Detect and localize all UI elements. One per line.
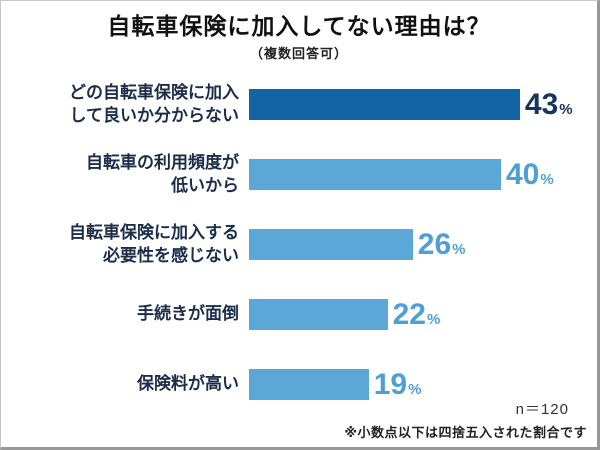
category-label: 自転車保険に加入する 必要性を感じない <box>69 222 239 265</box>
chart-row: どの自転車保険に加入 して良いか分からない 43% <box>7 70 597 140</box>
bar <box>249 159 501 191</box>
value-unit: % <box>540 170 554 188</box>
bar-area: 40% <box>249 157 597 191</box>
value-number: 26 <box>417 227 452 261</box>
chart-footer: n＝120 ※小数点以下は四捨五入された割合です <box>344 398 587 441</box>
value-unit: % <box>559 100 573 118</box>
chart-row: 手続きが面倒 22% <box>7 280 597 350</box>
value-number: 22 <box>392 297 426 331</box>
bar <box>249 369 369 401</box>
bar-area: 19% <box>249 367 597 401</box>
value-label: 22% <box>392 297 441 331</box>
value-label: 19% <box>373 367 422 401</box>
bar <box>249 299 388 331</box>
value-number: 19 <box>373 367 408 401</box>
chart-title: 自転車保険に加入してない理由は？ <box>107 13 491 39</box>
value-label: 26% <box>417 227 466 261</box>
value-label: 40% <box>506 157 554 191</box>
category-label: どの自転車保険に加入 して良いか分からない <box>69 82 239 125</box>
value-unit: % <box>408 380 422 398</box>
chart-row: 自転車保険に加入する 必要性を感じない 26% <box>7 210 597 280</box>
value-number: 43 <box>524 87 559 121</box>
chart-row: 自転車の利用頻度が 低いから 40% <box>7 140 597 210</box>
bar-area: 26% <box>249 227 597 261</box>
bar-chart: どの自転車保険に加入 して良いか分からない 43% 自転車の利用頻度が 低いから 40% 自… <box>1 70 597 420</box>
chart-subtitle: （複数回答可） <box>249 45 348 61</box>
value-unit: % <box>452 240 466 258</box>
footnote: ※小数点以下は四捨五入された割合です <box>344 425 587 440</box>
bar-area: 43% <box>249 87 597 121</box>
bar-area: 22% <box>249 297 597 331</box>
category-label: 手続きが面倒 <box>137 304 239 324</box>
chart-row: 保険料が高い 19% <box>7 350 597 420</box>
category-label: 保険料が高い <box>137 374 239 394</box>
bar <box>249 89 520 121</box>
sample-size: n＝120 <box>515 401 569 418</box>
value-label: 43% <box>524 87 573 121</box>
value-unit: % <box>426 310 441 328</box>
value-number: 40 <box>506 157 540 191</box>
chart-header: 自転車保険に加入してない理由は？ （複数回答可） <box>1 1 597 62</box>
category-label: 自転車の利用頻度が 低いから <box>86 152 239 195</box>
bar <box>249 229 413 261</box>
